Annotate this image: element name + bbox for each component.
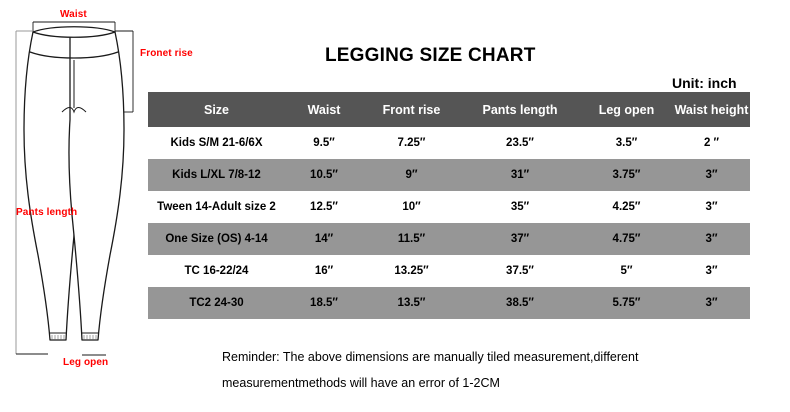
- front-rise-label: Fronet rise: [140, 48, 193, 59]
- reminder-note: Reminder: The above dimensions are manua…: [222, 344, 762, 396]
- leg-open-label: Leg open: [63, 357, 109, 368]
- cell-front-rise: 7.25″: [363, 127, 460, 159]
- cell-pants-length: 23.5″: [460, 127, 580, 159]
- cell-front-rise: 10″: [363, 191, 460, 223]
- cell-front-rise: 11.5″: [363, 223, 460, 255]
- cell-front-rise: 9″: [363, 159, 460, 191]
- pants-length-measure-bracket: [15, 30, 34, 354]
- table-row: One Size (OS) 4-14 14″ 11.5″ 37″ 4.75″ 3…: [148, 223, 750, 255]
- table-row: TC2 24-30 18.5″ 13.5″ 38.5″ 5.75″ 3″: [148, 287, 750, 319]
- cell-waist-height: 3″: [673, 159, 750, 191]
- cell-pants-length: 31″: [460, 159, 580, 191]
- cell-size: Tween 14-Adult size 2: [148, 191, 285, 223]
- cell-leg-open: 3.5″: [580, 127, 673, 159]
- cell-size: Kids L/XL 7/8-12: [148, 159, 285, 191]
- unit-note: Unit: inch: [672, 75, 737, 91]
- cell-waist: 10.5″: [285, 159, 363, 191]
- waist-label: Waist: [60, 9, 87, 20]
- cell-front-rise: 13.25″: [363, 255, 460, 287]
- legging-diagram-panel: Waist Fronet rise Pants length Leg open: [0, 0, 212, 412]
- cell-pants-length: 37″: [460, 223, 580, 255]
- legging-seam-detail: [61, 60, 87, 114]
- column-header-size: Size: [148, 92, 285, 127]
- cell-leg-open: 3.75″: [580, 159, 673, 191]
- cell-waist: 12.5″: [285, 191, 363, 223]
- table-header-row: Size Waist Front rise Pants length Leg o…: [148, 92, 750, 127]
- cell-waist-height: 3″: [673, 287, 750, 319]
- cell-size: TC 16-22/24: [148, 255, 285, 287]
- cell-waist: 18.5″: [285, 287, 363, 319]
- cell-waist-height: 3″: [673, 223, 750, 255]
- table-header: Size Waist Front rise Pants length Leg o…: [148, 92, 750, 127]
- reminder-line-1: Reminder: The above dimensions are manua…: [222, 350, 639, 364]
- column-header-leg-open: Leg open: [580, 92, 673, 127]
- cell-waist: 14″: [285, 223, 363, 255]
- size-chart-table: Size Waist Front rise Pants length Leg o…: [148, 92, 750, 319]
- cell-pants-length: 37.5″: [460, 255, 580, 287]
- waist-measure-bracket: [32, 21, 116, 32]
- cell-waist: 9.5″: [285, 127, 363, 159]
- table-row: TC 16-22/24 16″ 13.25″ 37.5″ 5″ 3″: [148, 255, 750, 287]
- cell-size: TC2 24-30: [148, 287, 285, 319]
- cell-leg-open: 4.75″: [580, 223, 673, 255]
- column-header-pants-length: Pants length: [460, 92, 580, 127]
- cell-leg-open: 4.25″: [580, 191, 673, 223]
- cell-waist: 16″: [285, 255, 363, 287]
- cell-waist-height: 3″: [673, 191, 750, 223]
- cell-size: Kids S/M 21-6/6X: [148, 127, 285, 159]
- column-header-waist: Waist: [285, 92, 363, 127]
- cell-waist-height: 2 ″: [673, 127, 750, 159]
- table-row: Tween 14-Adult size 2 12.5″ 10″ 35″ 4.25…: [148, 191, 750, 223]
- cell-waist-height: 3″: [673, 255, 750, 287]
- legging-ankle-cuffs: [50, 332, 98, 340]
- cell-pants-length: 35″: [460, 191, 580, 223]
- cell-front-rise: 13.5″: [363, 287, 460, 319]
- page-title: LEGGING SIZE CHART: [325, 45, 536, 66]
- table-row: Kids S/M 21-6/6X 9.5″ 7.25″ 23.5″ 3.5″ 2…: [148, 127, 750, 159]
- cell-leg-open: 5.75″: [580, 287, 673, 319]
- cell-size: One Size (OS) 4-14: [148, 223, 285, 255]
- legging-illustration: [15, 21, 134, 356]
- column-header-front-rise: Front rise: [363, 92, 460, 127]
- size-chart-table-wrapper: Size Waist Front rise Pants length Leg o…: [148, 92, 750, 319]
- table-body: Kids S/M 21-6/6X 9.5″ 7.25″ 23.5″ 3.5″ 2…: [148, 127, 750, 319]
- pants-length-label: Pants length: [16, 207, 78, 218]
- column-header-waist-height: Waist height: [673, 92, 750, 127]
- table-row: Kids L/XL 7/8-12 10.5″ 9″ 31″ 3.75″ 3″: [148, 159, 750, 191]
- cell-leg-open: 5″: [580, 255, 673, 287]
- reminder-line-2: measurementmethods will have an error of…: [222, 376, 500, 390]
- cell-pants-length: 38.5″: [460, 287, 580, 319]
